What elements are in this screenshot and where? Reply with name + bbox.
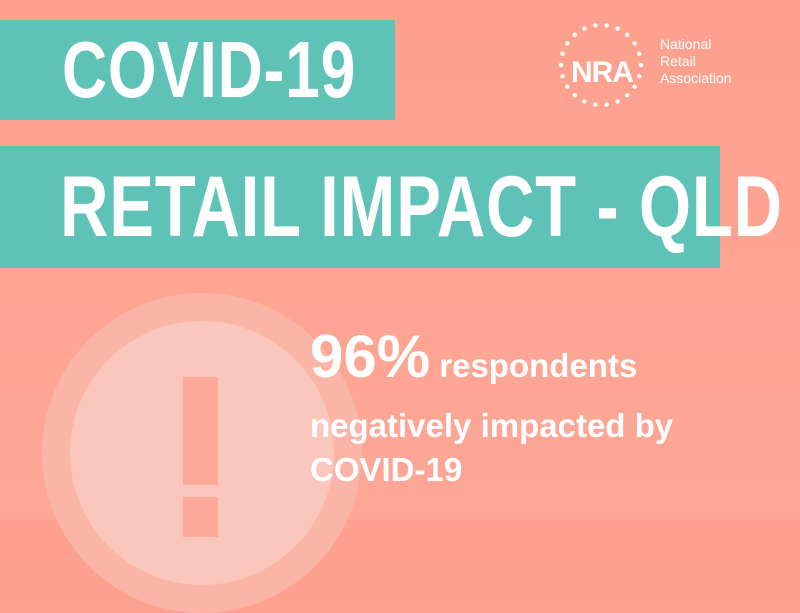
- headline-banner-covid: COVID-19: [0, 20, 395, 120]
- logo-ring-dot: [593, 102, 598, 107]
- logo-ring-dot: [604, 23, 609, 28]
- logo-ring-dot: [565, 84, 570, 89]
- statistic-callout: 96% respondents negatively impacted by C…: [310, 326, 780, 492]
- logo-ring-dot: [632, 84, 637, 89]
- headline-banner-retail-impact: RETAIL IMPACT - QLD: [0, 146, 782, 268]
- logo-ring-dot: [624, 93, 630, 98]
- exclamation-dot: [183, 497, 218, 537]
- logo-ring-dot: [637, 51, 642, 56]
- logo-ring-dot: [604, 102, 609, 107]
- headline-line-2: RETAIL IMPACT - QLD: [60, 158, 783, 255]
- logo-mark: NRA: [571, 56, 634, 89]
- logo-ring-dot: [565, 41, 570, 46]
- logo-ring-dot: [560, 74, 565, 79]
- nra-logo: NRA National Retail Association: [556, 20, 756, 110]
- stat-text-line-3: COVID-19: [310, 451, 463, 488]
- logo-ring-dot: [560, 51, 565, 56]
- stat-percentage: 96%: [310, 323, 431, 390]
- logo-ring-dot: [638, 62, 644, 68]
- logo-ring-dot: [582, 99, 587, 104]
- logo-ring-dot: [572, 93, 578, 98]
- stat-text-line-2: negatively impacted by: [310, 407, 674, 444]
- headline-line-1: COVID-19: [62, 25, 357, 114]
- logo-ring-dot: [637, 74, 642, 79]
- logo-ring-dot: [572, 32, 578, 37]
- logo-name-line-3: Association: [660, 70, 732, 86]
- logo-ring-dot: [624, 32, 630, 37]
- dotted-circle-icon: [558, 23, 644, 107]
- logo-name-line-1: National: [660, 36, 712, 52]
- stat-text-line-1: respondents: [430, 347, 638, 384]
- logo-ring-dot: [558, 62, 564, 68]
- logo-ring-dot: [593, 23, 598, 28]
- logo-name-line-2: Retail: [660, 53, 696, 69]
- logo-wordmark: National Retail Association: [660, 36, 732, 87]
- logo-ring-dot: [582, 26, 587, 31]
- logo-ring-dot: [632, 41, 637, 46]
- logo-ring-dot: [615, 26, 620, 31]
- logo-ring-dot: [615, 99, 620, 104]
- exclamation-bar: [183, 377, 218, 485]
